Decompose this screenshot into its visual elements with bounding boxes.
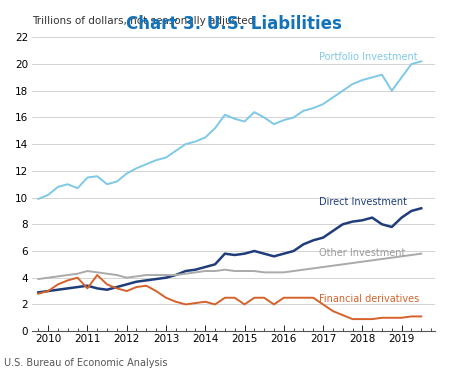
Text: Portfolio Investment: Portfolio Investment xyxy=(319,53,418,63)
Text: Financial derivatives: Financial derivatives xyxy=(319,294,419,304)
Text: Trillions of dollars, not seasonally adjusted: Trillions of dollars, not seasonally adj… xyxy=(32,16,255,26)
Text: Other Investment: Other Investment xyxy=(319,248,405,258)
Title: Chart 3. U.S. Liabilities: Chart 3. U.S. Liabilities xyxy=(126,15,342,33)
Text: U.S. Bureau of Economic Analysis: U.S. Bureau of Economic Analysis xyxy=(4,358,168,368)
Text: Direct Investment: Direct Investment xyxy=(319,196,407,206)
